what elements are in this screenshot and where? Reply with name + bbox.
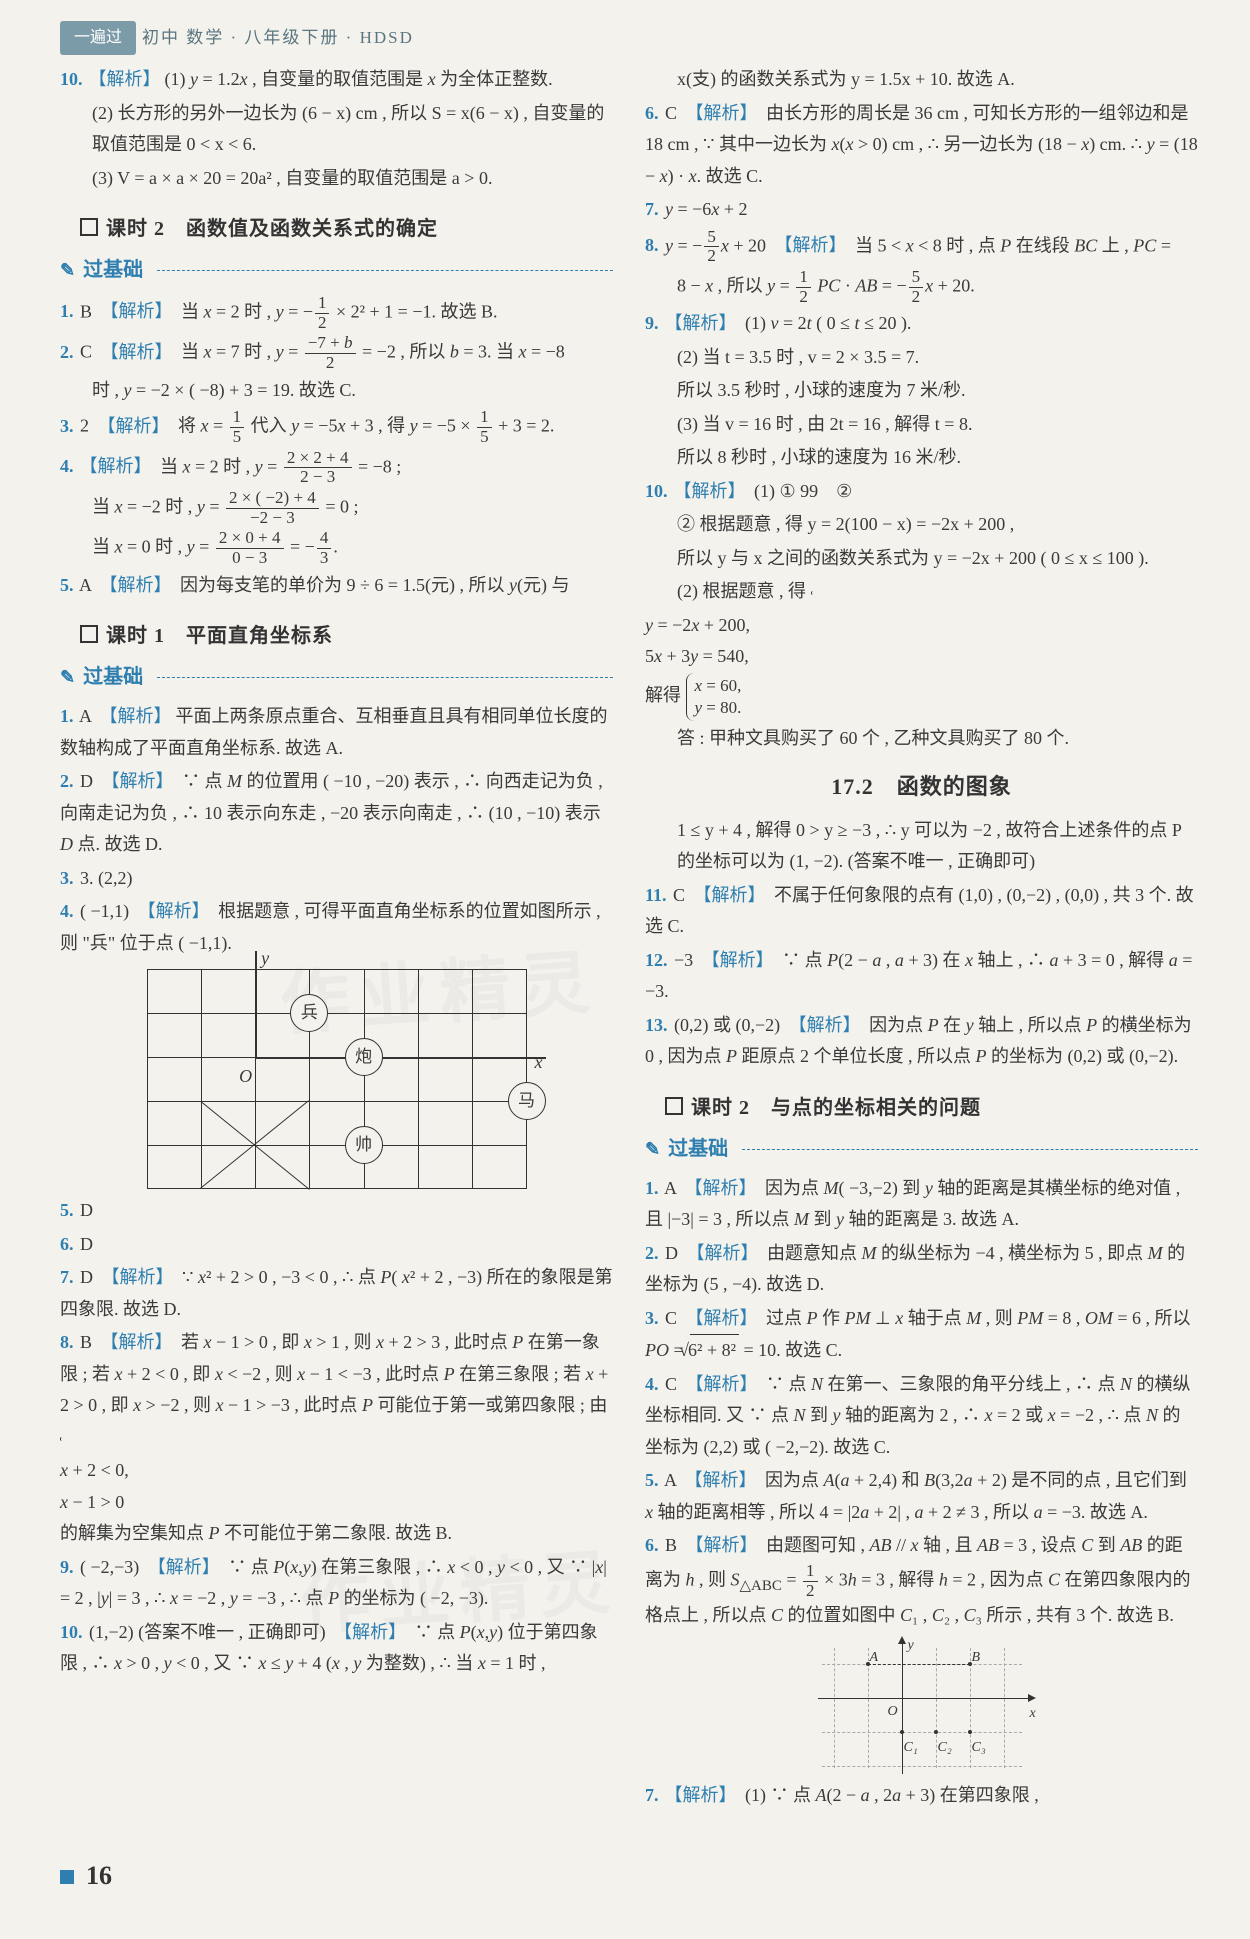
- chess-diagram: xyO兵炮帅马: [147, 969, 527, 1189]
- r-top: x(支) 的函数关系式为 y = 1.5x + 10. 故选 A.: [645, 64, 1198, 96]
- r9-4: (3) 当 v = 16 时 , 由 2t = 16 , 解得 t = 8.: [645, 409, 1198, 441]
- b10: 10. (1,−2) (答案不唯一 , 正确即可) 【解析】 ∵ 点 P(x,y…: [60, 1617, 613, 1680]
- r9-1: 9.【解析】 (1) v = 2t ( 0 ≤ t ≤ 20 ).: [645, 308, 1198, 340]
- b8: 8. B 【解析】 若 x − 1 > 0 , 即 x > 1 , 则 x + …: [60, 1327, 613, 1453]
- b3: 3. 3. (2,2): [60, 863, 613, 895]
- b4: 4. ( −1,1) 【解析】 根据题意 , 可得平面直角坐标系的位置如图所示 …: [60, 896, 613, 959]
- b7: 7. D 【解析】 ∵ x² + 2 > 0 , −3 < 0 , ∴ 点 P(…: [60, 1262, 613, 1325]
- r9-2: (2) 当 t = 3.5 时 , v = 2 × 3.5 = 7.: [645, 342, 1198, 374]
- d2: 2. D 【解析】 由题意知点 M 的纵坐标为 −4 , 横坐标为 5 , 即点…: [645, 1238, 1198, 1301]
- d7: 7.【解析】 (1) ∵ 点 A(2 − a , 2a + 3) 在第四象限 ,: [645, 1780, 1198, 1812]
- d4: 4. C 【解析】 ∵ 点 N 在第一、三象限的角平分线上 , ∴ 点 N 的横…: [645, 1369, 1198, 1464]
- a5: 5. A 【解析】 因为每支笔的单价为 9 ÷ 6 = 1.5(元) , 所以 …: [60, 570, 613, 602]
- page-number: 16: [60, 1853, 1250, 1899]
- a3: 3. 2 【解析】 将 x = 15 代入 y = −5x + 3 , 得 y …: [60, 408, 613, 446]
- c11: 11. C 【解析】 不属于任何象限的点有 (1,0) , (0,−2) , (…: [645, 880, 1198, 943]
- r10-1: 10.【解析】 (1) ① 99 ②: [645, 476, 1198, 508]
- c13: 13. (0,2) 或 (0,−2) 【解析】 因为点 P 在 y 轴上 , 所…: [645, 1010, 1198, 1073]
- q10-line3: (3) V = a × a × 20 = 20a² , 自变量的取值范围是 a …: [60, 163, 613, 195]
- b2: 2. D 【解析】 ∵ 点 M 的位置用 ( −10 , −20) 表示 , ∴…: [60, 766, 613, 861]
- b9: 9. ( −2,−3) 【解析】 ∵ 点 P(x,y) 在第三象限 , ∴ x …: [60, 1552, 613, 1615]
- r8b: 8 − x , 所以 y = 12 PC · AB = −52x + 20.: [645, 268, 1198, 306]
- basics-heading-3: 过基础: [645, 1132, 1198, 1167]
- a4-2: 当 x = −2 时 , y = 2 × ( −2) + 4−2 − 3 = 0…: [60, 489, 613, 527]
- coord-diagram: xyOABC₁C₂C₃: [812, 1638, 1032, 1778]
- b1: 1. A 【解析】平面上两条原点重合、互相垂直且具有相同单位长度的数轴构成了平面…: [60, 701, 613, 764]
- page-header: 一遍过 初中 数学 · 八年级下册 · HDSD: [60, 24, 1250, 52]
- section-title: 17.2 函数的图象: [645, 768, 1198, 807]
- a2b: 时 , y = −2 × ( −8) + 3 = 19. 故选 C.: [60, 375, 613, 407]
- right-column: x(支) 的函数关系式为 y = 1.5x + 10. 故选 A. 6. C 【…: [645, 62, 1198, 1813]
- a4-1: 4.【解析】 当 x = 2 时 , y = 2 × 2 + 42 − 3 = …: [60, 449, 613, 487]
- basics-heading-2: 过基础: [60, 660, 613, 695]
- q10-line1: 10.【解析】(1) y = 1.2x , 自变量的取值范围是 x 为全体正整数…: [60, 64, 613, 96]
- b6: 6. D: [60, 1229, 613, 1261]
- r7: 7. y = −6x + 2: [645, 194, 1198, 226]
- a2: 2. C 【解析】 当 x = 7 时 , y = −7 + b2 = −2 ,…: [60, 334, 613, 372]
- c12: 12. −3 【解析】 ∵ 点 P(2 − a , a + 3) 在 x 轴上 …: [645, 945, 1198, 1008]
- left-column: 10.【解析】(1) y = 1.2x , 自变量的取值范围是 x 为全体正整数…: [60, 62, 613, 1813]
- r6: 6. C 【解析】 由长方形的周长是 36 cm , 可知长方形的一组邻边和是 …: [645, 98, 1198, 193]
- d1: 1. A 【解析】 因为点 M( −3,−2) 到 y 轴的距离是其横坐标的绝对…: [645, 1173, 1198, 1236]
- r10-4: (2) 根据题意 , 得: [645, 576, 1198, 608]
- book-title: 初中 数学 · 八年级下册 · HDSD: [142, 23, 414, 53]
- r10-5: 答 : 甲种文具购买了 60 个 , 乙种文具购买了 80 个.: [645, 723, 1198, 755]
- b5: 5. D: [60, 1195, 613, 1227]
- lesson-title-2a: 课时 2 函数值及函数关系式的确定: [80, 212, 613, 247]
- d3: 3. C 【解析】 过点 P 作 PM ⊥ x 轴于点 M , 则 PM = 8…: [645, 1303, 1198, 1367]
- a4-3: 当 x = 0 时 , y = 2 × 0 + 40 − 3 = −43.: [60, 529, 613, 567]
- d6: 6. B 【解析】 由题图可知 , AB // x 轴 , 且 AB = 3 ,…: [645, 1530, 1198, 1631]
- r10-2: ② 根据题意 , 得 y = 2(100 − x) = −2x + 200 ,: [645, 509, 1198, 541]
- series-tab: 一遍过: [60, 21, 136, 55]
- basics-heading: 过基础: [60, 253, 613, 288]
- lesson-title-1b: 课时 1 平面直角坐标系: [80, 619, 613, 654]
- a1: 1. B 【解析】 当 x = 2 时 , y = −12 × 2² + 1 =…: [60, 294, 613, 332]
- r9-3: 所以 3.5 秒时 , 小球的速度为 7 米/秒.: [645, 375, 1198, 407]
- lesson-title-2b: 课时 2 与点的坐标相关的问题: [665, 1091, 1198, 1126]
- d5: 5. A 【解析】 因为点 A(a + 2,4) 和 B(3,2a + 2) 是…: [645, 1465, 1198, 1528]
- r8: 8. y = −52x + 20 【解析】 当 5 < x < 8 时 , 点 …: [645, 228, 1198, 266]
- c-top: 1 ≤ y + 4 , 解得 0 > y ≥ −3 , ∴ y 可以为 −2 ,…: [645, 815, 1198, 878]
- r10-3: 所以 y 与 x 之间的函数关系式为 y = −2x + 200 ( 0 ≤ x…: [645, 543, 1198, 575]
- r9-5: 所以 8 秒时 , 小球的速度为 16 米/秒.: [645, 442, 1198, 474]
- q10-line2: (2) 长方形的另外一边长为 (6 − x) cm , 所以 S = x(6 −…: [60, 98, 613, 161]
